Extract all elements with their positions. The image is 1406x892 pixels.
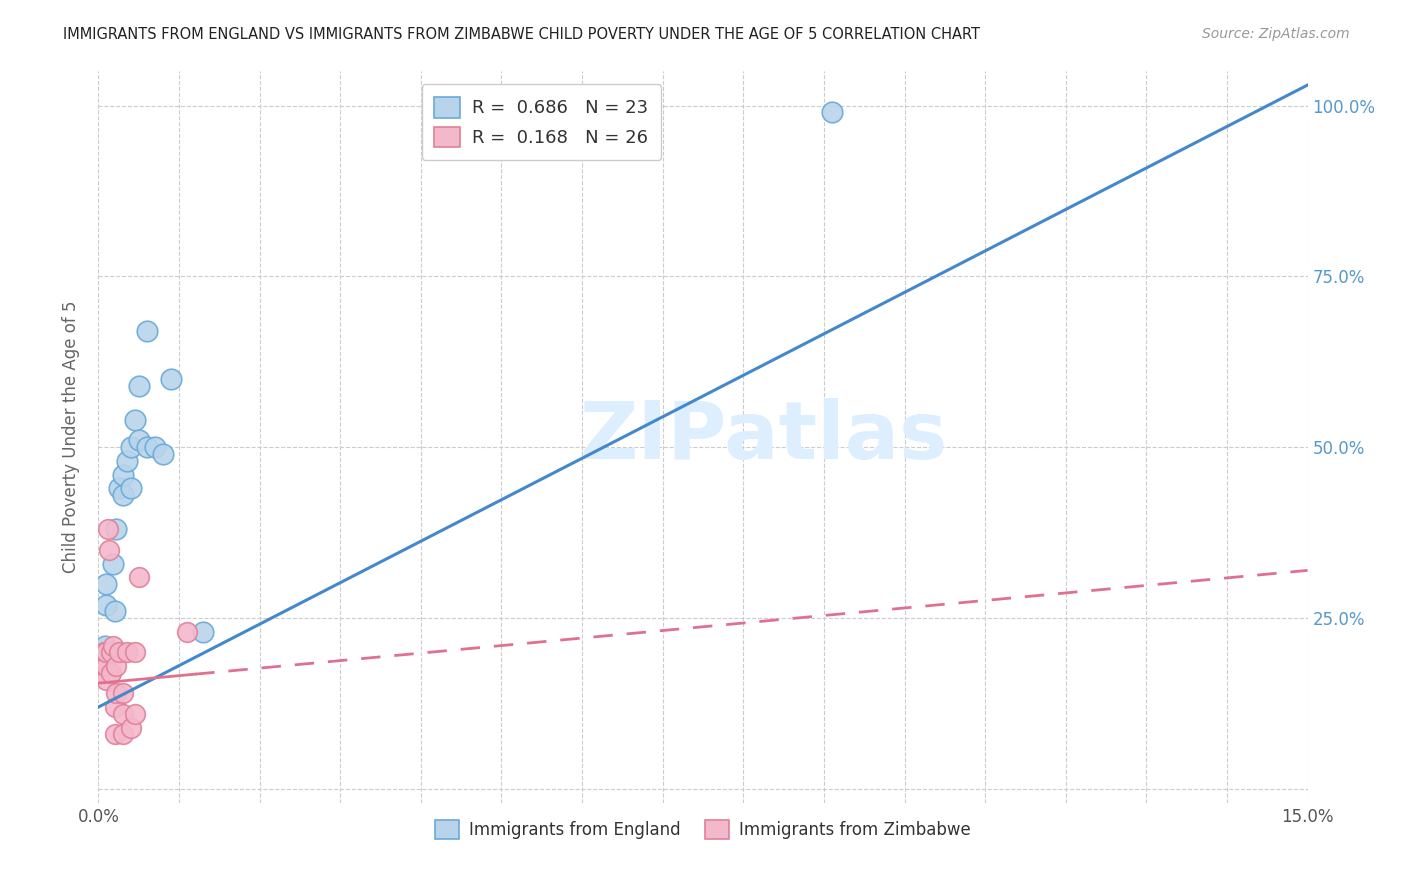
Point <box>124 706 146 721</box>
Point <box>93 645 115 659</box>
Text: ZIPatlas: ZIPatlas <box>579 398 948 476</box>
Point <box>94 652 117 666</box>
Point <box>115 645 138 659</box>
Text: Source: ZipAtlas.com: Source: ZipAtlas.com <box>1202 27 1350 41</box>
Point <box>124 413 146 427</box>
Point <box>96 659 118 673</box>
Point <box>96 598 118 612</box>
Point <box>120 481 142 495</box>
Y-axis label: Child Poverty Under the Age of 5: Child Poverty Under the Age of 5 <box>62 301 80 574</box>
Point <box>90 652 112 666</box>
Point <box>111 706 134 721</box>
Point <box>96 577 118 591</box>
Point <box>160 372 183 386</box>
Point <box>128 570 150 584</box>
Point <box>107 645 129 659</box>
Point <box>94 639 117 653</box>
Point <box>105 522 128 536</box>
Point <box>120 721 142 735</box>
Point <box>101 557 124 571</box>
Point <box>97 542 120 557</box>
Point <box>100 645 122 659</box>
Point <box>96 645 118 659</box>
Point <box>91 665 114 680</box>
Point <box>103 604 125 618</box>
Point <box>105 686 128 700</box>
Text: IMMIGRANTS FROM ENGLAND VS IMMIGRANTS FROM ZIMBABWE CHILD POVERTY UNDER THE AGE : IMMIGRANTS FROM ENGLAND VS IMMIGRANTS FR… <box>63 27 980 42</box>
Point <box>143 440 166 454</box>
Point <box>193 624 215 639</box>
Point <box>135 324 157 338</box>
Point <box>100 665 122 680</box>
Point <box>107 481 129 495</box>
Point <box>103 727 125 741</box>
Point <box>111 727 134 741</box>
Point <box>97 522 120 536</box>
Point <box>120 440 142 454</box>
Point <box>111 467 134 482</box>
Point <box>101 639 124 653</box>
Point <box>821 105 844 120</box>
Legend: Immigrants from England, Immigrants from Zimbabwe: Immigrants from England, Immigrants from… <box>429 814 977 846</box>
Point <box>111 488 134 502</box>
Point <box>111 686 134 700</box>
Point <box>124 645 146 659</box>
Point <box>128 434 150 448</box>
Point <box>91 652 114 666</box>
Point <box>176 624 198 639</box>
Point <box>128 379 150 393</box>
Point <box>96 673 118 687</box>
Point <box>115 454 138 468</box>
Point <box>103 700 125 714</box>
Point <box>135 440 157 454</box>
Point <box>152 447 174 461</box>
Point <box>105 659 128 673</box>
